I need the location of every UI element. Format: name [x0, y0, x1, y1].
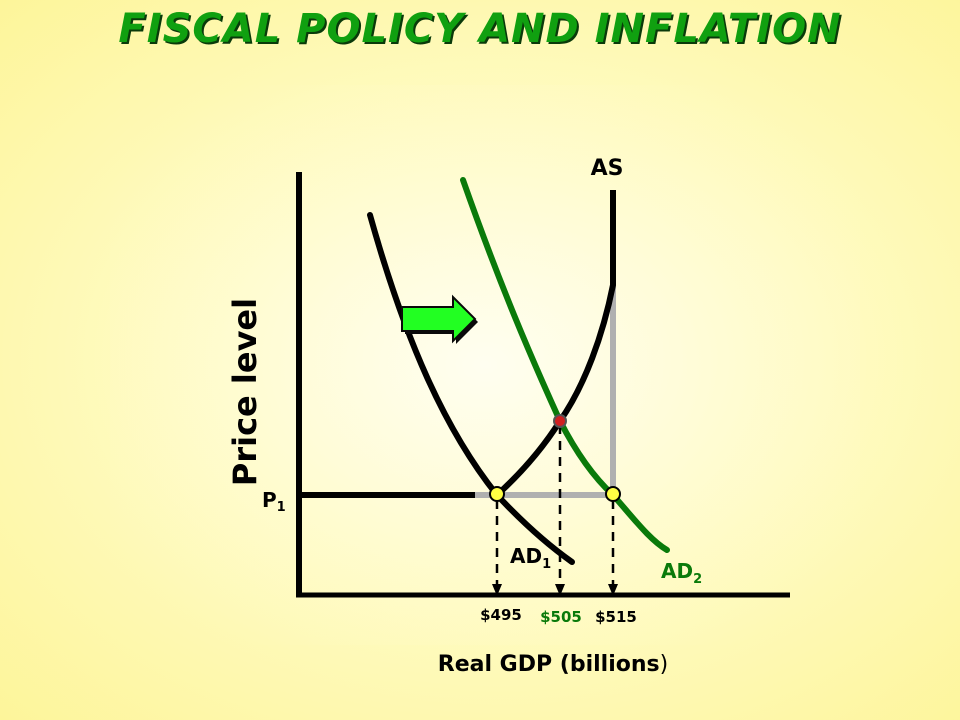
ad2-label: AD2 [661, 559, 702, 587]
x-axis-label: Real GDP (billions) [438, 652, 668, 677]
equilibrium-point-ad1 [489, 486, 505, 502]
ad1-label: AD1 [510, 544, 551, 572]
as-label: AS [591, 156, 624, 181]
drop-line-495 [492, 500, 502, 596]
gdp-value-515: $515 [595, 608, 637, 626]
ad2-curve [460, 177, 670, 553]
drop-line-515 [608, 500, 618, 596]
drop-line-505 [555, 425, 565, 596]
slide-title: FISCAL POLICY AND INFLATION [118, 6, 842, 52]
p1-label: P1 [262, 488, 286, 515]
gdp-value-505: $505 [540, 608, 582, 626]
y-axis-label: Price level [226, 298, 264, 486]
equilibrium-point-ad2-constant-price [605, 486, 621, 502]
gdp-value-495: $495 [480, 606, 522, 624]
plot-background [110, 85, 860, 645]
ad1-curve [367, 212, 575, 565]
new-equilibrium-point [553, 414, 567, 428]
shift-right-arrow-icon [401, 294, 478, 344]
